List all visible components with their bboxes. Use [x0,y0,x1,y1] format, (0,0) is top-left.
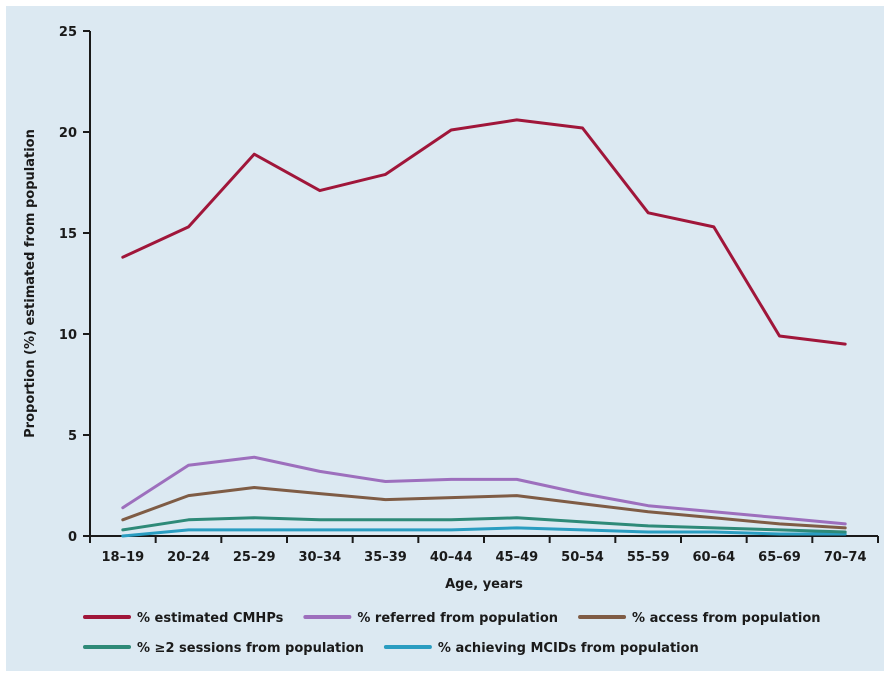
x-tick-label: 50–54 [561,550,604,565]
legend-label: % achieving MCIDs from population [438,641,699,656]
y-tick-label: 5 [68,429,77,444]
legend-label: % ≥2 sessions from population [137,641,364,656]
legend-label: % estimated CMHPs [137,611,284,626]
x-tick-label: 20–24 [167,550,210,565]
y-tick-label: 15 [59,227,77,242]
series-line [121,516,847,534]
y-tick-label: 20 [59,126,77,141]
y-tick-label: 0 [68,530,77,545]
x-tick-label: 18–19 [101,550,144,565]
x-tick-label: 55–59 [627,550,670,565]
x-axis-title: Age, years [445,577,523,592]
x-tick-label: 70–74 [824,550,867,565]
x-tick-label: 60–64 [692,550,735,565]
x-tick-label: 35–39 [364,550,407,565]
x-tick-label: 65–69 [758,550,801,565]
y-axis-title: Proportion (%) estimated from population [23,129,38,438]
x-tick-label: 30–34 [298,550,341,565]
series-line [121,118,847,346]
chart-panel: 0 5 10 15 20 25 18–19 20–24 25–29 30–34 35–39 40–44… [6,6,884,671]
series-line [121,526,847,538]
x-tick-label: 45–49 [495,550,538,565]
x-tick-label: 25–29 [233,550,276,565]
y-tick-label: 10 [59,328,77,343]
series-line [121,455,847,526]
legend-label: % access from population [632,611,821,626]
line-chart: 0 5 10 15 20 25 18–19 20–24 25–29 30–34 35–39 40–44… [23,25,879,656]
y-tick-label: 25 [59,25,77,40]
series-line [121,486,847,530]
x-tick-label: 40–44 [430,550,473,565]
legend-label: % referred from population [357,611,558,626]
